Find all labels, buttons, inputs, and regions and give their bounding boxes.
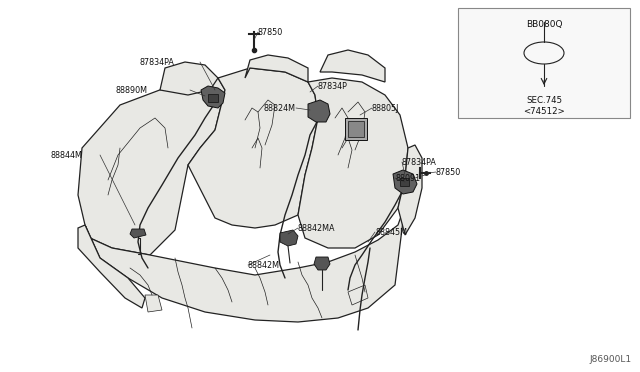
Polygon shape [345, 118, 367, 140]
Text: 87850: 87850 [258, 28, 284, 36]
Text: 88845M: 88845M [375, 228, 407, 237]
Polygon shape [130, 229, 146, 238]
Polygon shape [145, 295, 162, 312]
Polygon shape [398, 145, 422, 235]
Polygon shape [85, 205, 405, 322]
Polygon shape [320, 50, 385, 82]
Polygon shape [201, 86, 225, 108]
Text: 88824M: 88824M [264, 103, 296, 112]
Text: J86900L1: J86900L1 [590, 355, 632, 364]
Polygon shape [78, 78, 225, 255]
Polygon shape [245, 55, 308, 82]
Text: 88890M: 88890M [116, 86, 148, 94]
Polygon shape [188, 68, 318, 228]
Text: SEC.745
<74512>: SEC.745 <74512> [523, 96, 565, 116]
Polygon shape [280, 230, 298, 246]
Polygon shape [400, 178, 409, 186]
Text: 88842MA: 88842MA [298, 224, 335, 232]
Polygon shape [458, 8, 630, 118]
Text: 88842M: 88842M [248, 260, 280, 269]
Text: 87834PA: 87834PA [402, 157, 437, 167]
Polygon shape [348, 285, 368, 305]
Text: 87850: 87850 [436, 167, 461, 176]
Polygon shape [78, 225, 145, 308]
Polygon shape [160, 62, 218, 95]
Polygon shape [208, 94, 218, 102]
Polygon shape [393, 170, 417, 194]
Polygon shape [314, 257, 330, 270]
Text: 88844M: 88844M [50, 151, 82, 160]
Polygon shape [298, 78, 408, 248]
Polygon shape [308, 100, 330, 122]
Polygon shape [348, 121, 364, 137]
Text: 88091: 88091 [395, 173, 420, 183]
Text: 87834PA: 87834PA [139, 58, 174, 67]
Text: 88805J: 88805J [372, 103, 399, 112]
Text: BB080Q: BB080Q [525, 19, 563, 29]
Text: 87834P: 87834P [318, 81, 348, 90]
